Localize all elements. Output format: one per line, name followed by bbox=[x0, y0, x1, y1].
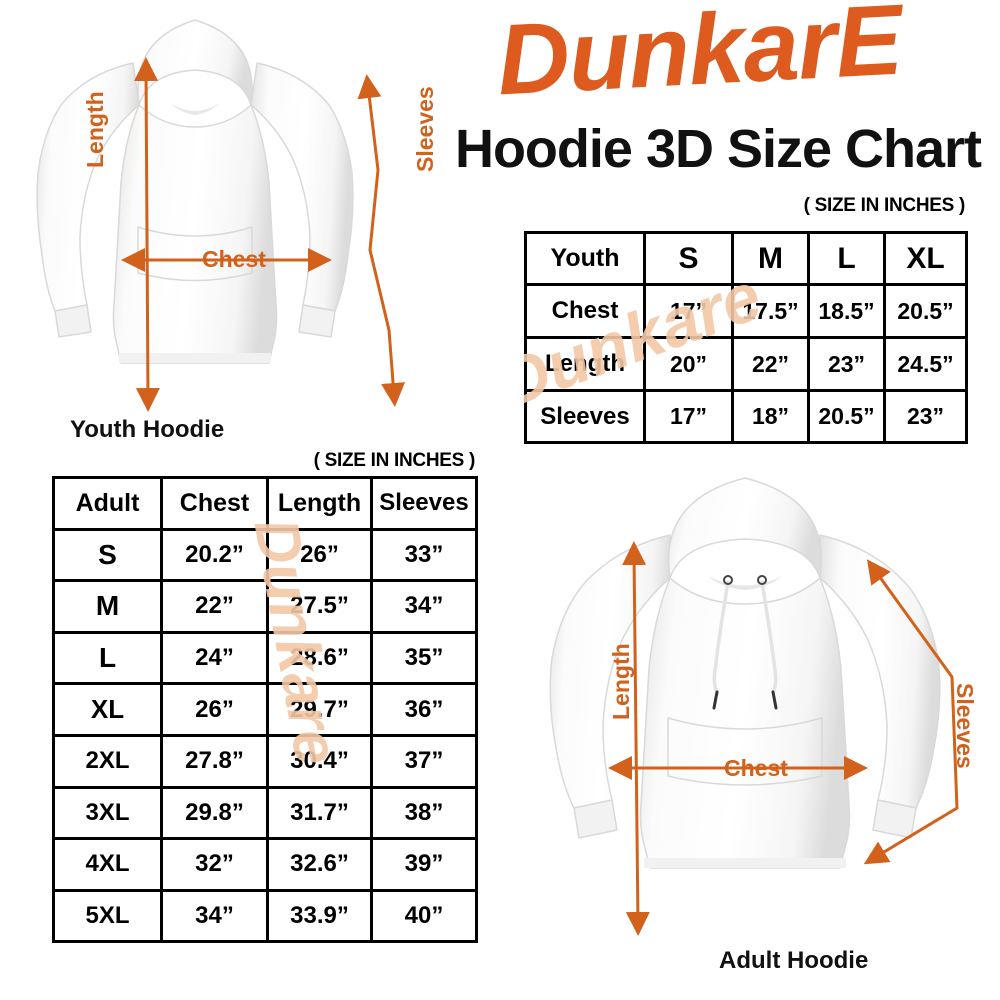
svg-text:DunkarE: DunkarE bbox=[495, 0, 909, 112]
